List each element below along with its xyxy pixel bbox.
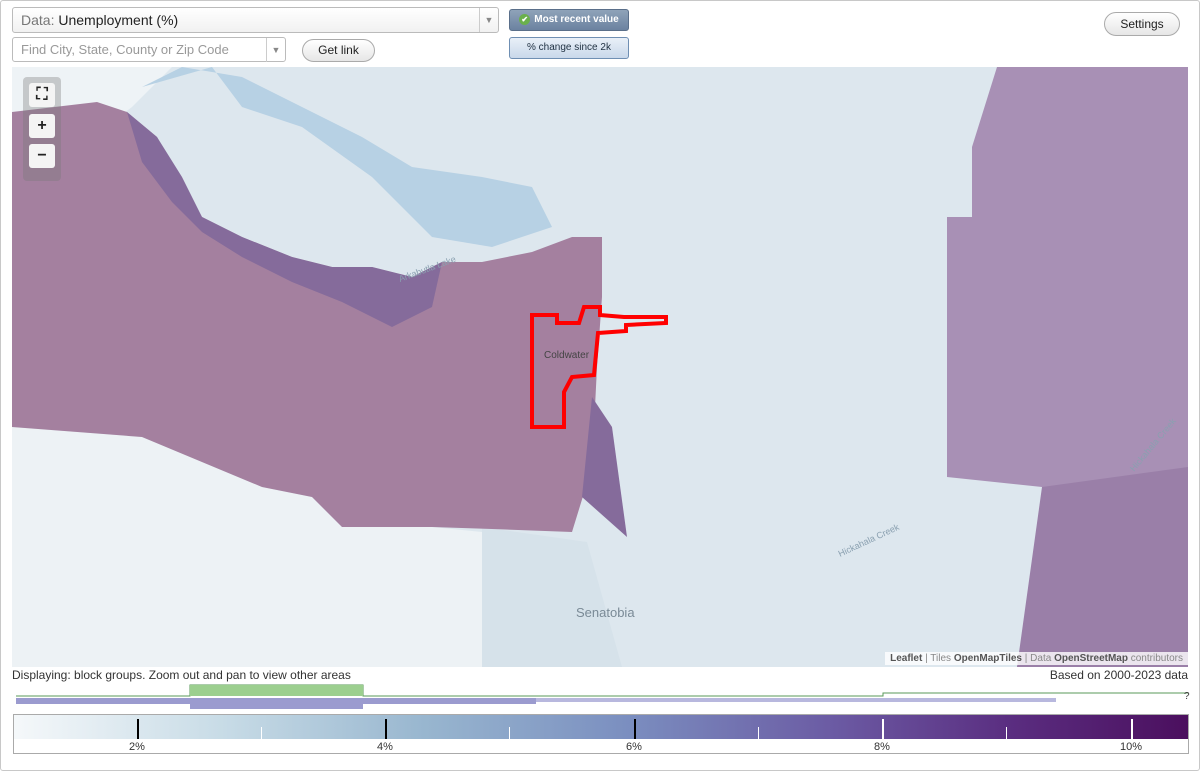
legend-label: 4% <box>377 741 393 753</box>
zoom-in-button[interactable]: + <box>29 114 55 138</box>
legend-tick <box>634 719 636 739</box>
legend-tick <box>261 727 262 739</box>
legend-tick <box>882 719 884 739</box>
pct-change-button[interactable]: % change since 2k <box>509 37 629 59</box>
fullscreen-icon[interactable]: ⛶ <box>29 83 55 107</box>
location-search-placeholder: Find City, State, County or Zip Code <box>21 42 229 57</box>
attribution-sep: contributors <box>1127 653 1183 664</box>
legend-tick <box>509 727 510 739</box>
map-view[interactable]: Coldwater Senatobia Arkabutla Lake Hicka… <box>12 67 1188 667</box>
color-legend: 2% 4% 6% 8% 10% <box>13 714 1189 754</box>
legend-tick <box>758 727 759 739</box>
legend-gradient <box>14 715 1188 739</box>
histogram-bar <box>16 698 536 704</box>
location-search-input[interactable]: Find City, State, County or Zip Code ▼ <box>12 37 286 62</box>
zoom-out-button[interactable]: − <box>29 144 55 168</box>
data-selector[interactable]: Data: Unemployment (%) ▼ <box>12 7 499 33</box>
legend-label: 10% <box>1119 741 1143 753</box>
chevron-down-icon[interactable]: ▼ <box>479 8 498 32</box>
map-attribution: Leaflet | Tiles OpenMapTiles | Data Open… <box>885 652 1188 665</box>
histogram-bar <box>536 698 1056 702</box>
map-canvas: Coldwater Senatobia Arkabutla Lake Hicka… <box>12 67 1188 667</box>
status-text: Displaying: block groups. Zoom out and p… <box>12 668 351 682</box>
legend-tick <box>1131 719 1133 739</box>
selected-area-outline[interactable] <box>530 305 668 429</box>
map-region-purple <box>582 397 627 537</box>
data-selector-value: Unemployment (%) <box>58 12 179 28</box>
attribution-osm-link[interactable]: OpenStreetMap <box>1054 653 1128 664</box>
map-region-light <box>12 427 482 667</box>
legend-label: 2% <box>129 741 145 753</box>
map-region-purple <box>127 112 442 327</box>
chevron-down-icon[interactable]: ▼ <box>266 38 285 62</box>
lake-area <box>142 67 552 247</box>
help-icon[interactable]: ? <box>1184 691 1190 702</box>
map-zoom-controls: ⛶ + − <box>23 77 61 181</box>
histogram-bar-highlight <box>190 685 363 696</box>
legend-tick <box>137 719 139 739</box>
attribution-sep: | Data <box>1022 653 1055 664</box>
attribution-sep: | Tiles <box>922 653 954 664</box>
map-region-purple-east <box>1017 467 1188 667</box>
town-label-senatobia: Senatobia <box>576 605 635 620</box>
legend-tick <box>1006 727 1007 739</box>
most-recent-value-button[interactable]: ✔ Most recent value <box>509 9 629 31</box>
map-region-mauve <box>12 102 602 532</box>
histogram-bar <box>190 704 363 709</box>
city-label-coldwater: Coldwater <box>544 350 590 361</box>
get-link-button[interactable]: Get link <box>302 39 375 62</box>
check-icon: ✔ <box>519 13 531 25</box>
data-selector-prefix: Data: <box>21 12 55 28</box>
settings-button[interactable]: Settings <box>1104 12 1180 36</box>
most-recent-label: Most recent value <box>534 14 619 25</box>
legend-label: 8% <box>874 741 890 753</box>
histogram-canvas: ? <box>16 684 1190 709</box>
distribution-histogram: ? <box>12 684 1190 712</box>
attribution-leaflet-link[interactable]: Leaflet <box>890 653 923 664</box>
legend-tick <box>385 719 387 739</box>
data-range-text: Based on 2000-2023 data <box>1049 668 1188 682</box>
attribution-tiles-link[interactable]: OpenMapTiles <box>953 653 1022 664</box>
legend-label: 6% <box>626 741 642 753</box>
map-region-light <box>482 527 622 667</box>
